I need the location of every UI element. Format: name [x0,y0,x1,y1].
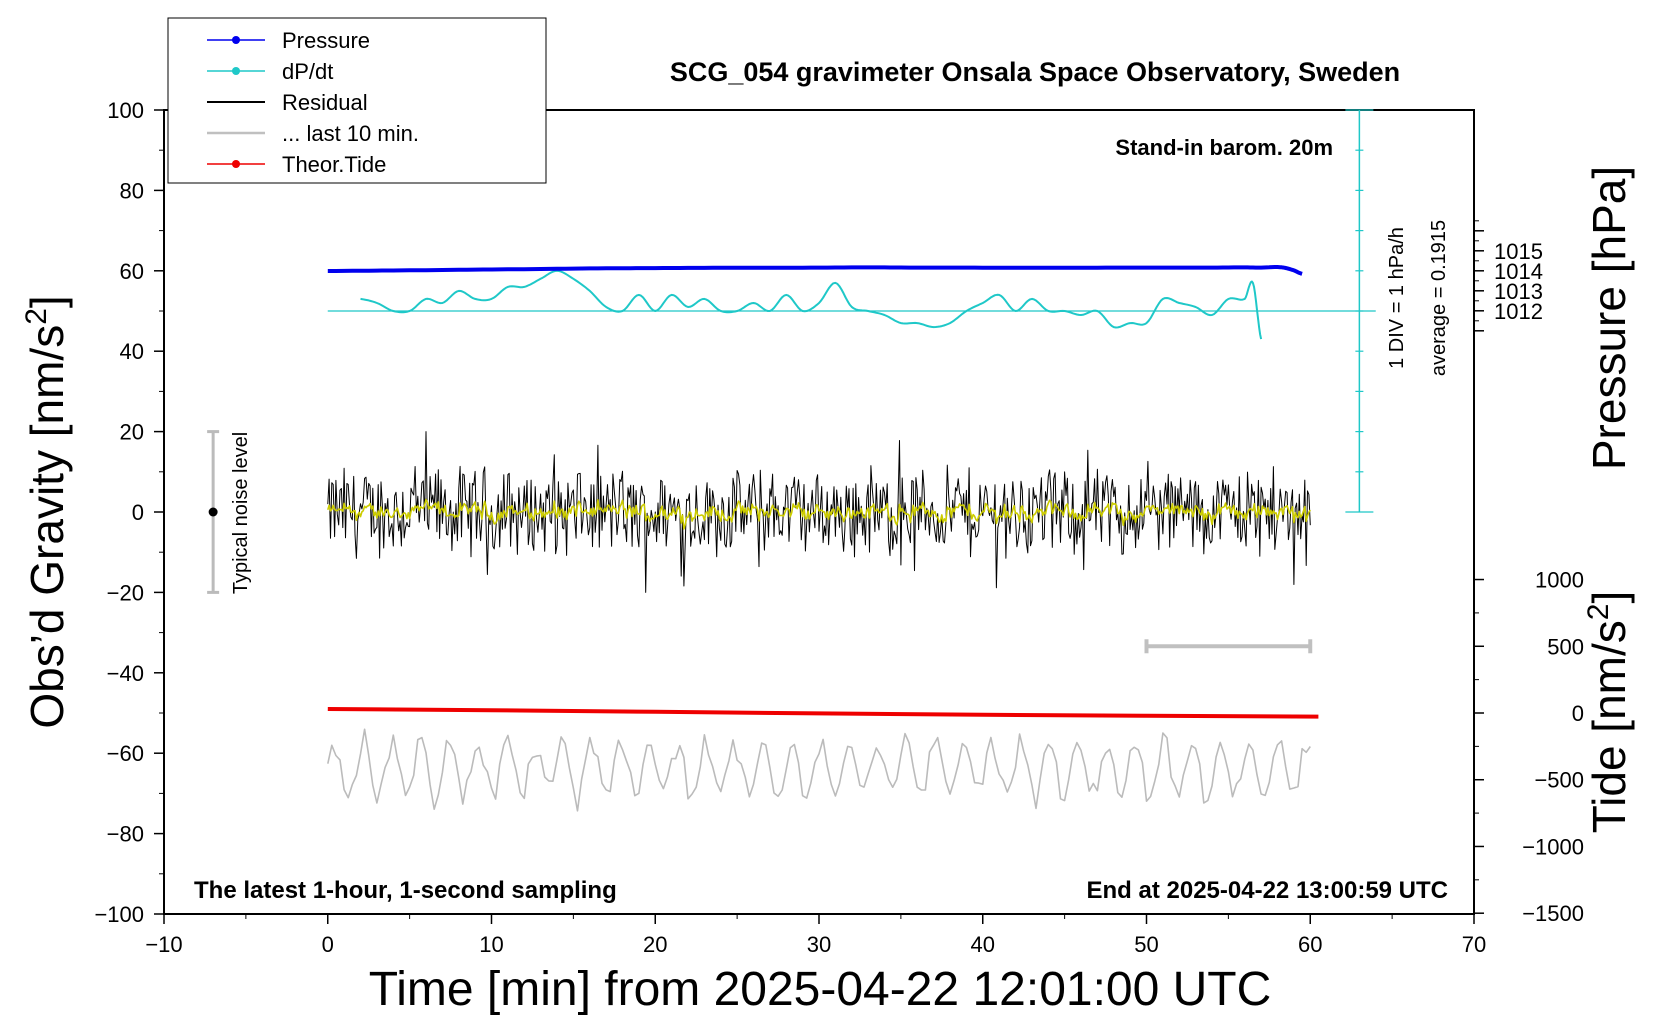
tide-tick-label: 0 [1572,701,1584,726]
chart-title: SCG_054 gravimeter Onsala Space Observat… [670,57,1400,87]
legend-item-dpdt: dP/dt [207,59,333,84]
pressure-tick-label: 1015 [1494,239,1543,264]
legend-box [167,17,547,184]
y-tick-label: −60 [107,741,144,766]
y-axis-label-sup: 2 [20,308,53,325]
y-axis-label-tail: ] [21,295,73,308]
legend-marker-tide [232,160,240,168]
tide-tick-label: 500 [1547,634,1584,659]
y-tick-label: 80 [120,178,144,203]
y-tick-label: 0 [132,500,144,525]
x-tick-label: 30 [807,932,831,957]
legend-item-last10: ... last 10 min. [207,121,419,146]
y-tick-label: 40 [120,339,144,364]
series-layer [207,109,1376,812]
x-tick-label: 40 [971,932,995,957]
legend-label-last10: ... last 10 min. [282,121,419,146]
legend-item-residual: Residual [207,90,368,115]
x-tick-label: 20 [643,932,667,957]
pressure-line [327,265,1303,276]
y-tick-label: 20 [120,420,144,445]
legend-item-tide: Theor.Tide [207,152,386,177]
axis-ticks: −10 0 10 20 30 40 50 60 70−100−80−60−40−20020406… [94,98,1584,957]
y-axis-label: Obs’d Gravity [nm/s2] [20,295,73,728]
legend-label-tide: Theor.Tide [282,152,386,177]
legend-label-pressure: Pressure [282,28,370,53]
y-tick-label: −100 [94,902,144,927]
legend-label-dpdt: dP/dt [282,59,333,84]
x-tick-label: 50 [1134,932,1158,957]
legend: Pressure dP/dt Residual ... last 10 min.… [167,17,547,184]
noise-bar-center [208,507,218,517]
smoothed-residual-line [327,498,1311,530]
y-tick-label: −80 [107,822,144,847]
residual-line [327,431,1311,593]
noise-annotation: Typical noise level [230,432,252,594]
legend-label-residual: Residual [282,90,368,115]
y-axis-label-main: Obs’d Gravity [nm/s [21,325,73,729]
tide-tick-label: 1000 [1535,568,1584,593]
grey-trace-line [327,728,1311,812]
legend-item-pressure: Pressure [207,28,370,53]
pressure-tick-label: 1013 [1494,279,1543,304]
pressure-axis-label: Pressure [hPa] [1583,166,1635,470]
latest-annotation: The latest 1-hour, 1-second sampling [194,877,617,904]
dpdt-line [360,269,1263,340]
y-tick-label: 60 [120,259,144,284]
average-annotation: average = 0.1915 [1428,220,1450,376]
tide-tick-label: −500 [1534,768,1584,793]
x-tick-label: −10 [145,932,182,957]
div-annotation: 1 DIV = 1 hPa/h [1386,227,1408,369]
tide-axis-label-tail: ] [1583,591,1635,604]
barometer-annotation: Stand-in barom. 20m [1115,135,1333,160]
tide-axis-label-sup: 2 [1582,604,1615,621]
tide-line [327,707,1319,719]
legend-marker-dpdt [232,67,240,75]
tide-axis-label-main: Tide [nm/s [1583,620,1635,833]
y-tick-label: 100 [107,98,144,123]
x-tick-label: 0 [322,932,334,957]
tide-tick-label: −1500 [1522,901,1584,926]
y-tick-label: −20 [107,580,144,605]
pressure-tick-label: 1014 [1494,259,1543,284]
end-annotation: End at 2025-04-22 13:00:59 UTC [1087,877,1449,904]
pressure-tick-label: 1012 [1494,299,1543,324]
x-axis-label: Time [min] from 2025-04-22 12:01:00 UTC [369,963,1272,1016]
x-tick-label: 70 [1462,932,1486,957]
tide-tick-label: −1000 [1522,834,1584,859]
y-tick-label: −40 [107,661,144,686]
x-tick-label: 10 [479,932,503,957]
x-tick-label: 60 [1298,932,1322,957]
legend-marker-pressure [232,36,240,44]
tide-axis-label: Tide [nm/s2] [1582,591,1635,834]
